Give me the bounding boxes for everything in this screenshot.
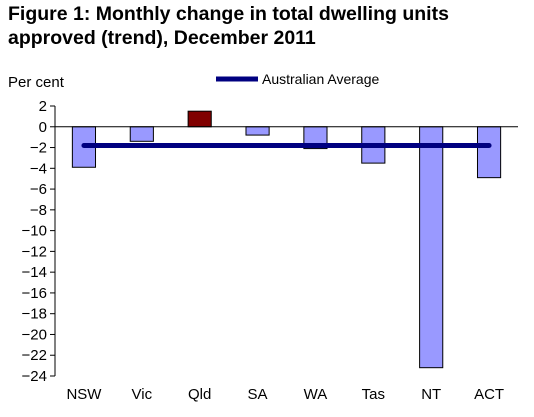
bar-sa	[245, 126, 270, 136]
y-tick-label: −12	[22, 243, 47, 260]
y-tick-label: −14	[22, 264, 47, 281]
axis-lines	[54, 106, 518, 376]
bar-nt	[419, 126, 444, 369]
chart-title: Figure 1: Monthly change in total dwelli…	[8, 3, 449, 49]
y-tick-label: −18	[22, 306, 47, 323]
y-tick-label: −22	[22, 347, 47, 364]
x-tick-label-vic: Vic	[132, 386, 153, 403]
y-tick-label: −20	[22, 326, 47, 343]
bar-qld	[187, 110, 212, 128]
y-tick-label: 0	[39, 119, 47, 136]
y-tick-label: −6	[30, 181, 47, 198]
x-tick-label-wa: WA	[304, 386, 328, 403]
y-tick-label: 2	[39, 98, 47, 115]
x-tick-label-nsw: NSW	[66, 386, 102, 403]
bar-vic	[129, 126, 154, 142]
x-tick-label-act: ACT	[474, 386, 504, 403]
x-tick-label-sa: SA	[248, 386, 268, 403]
y-tick-label: −8	[30, 202, 47, 219]
y-tick-label: −2	[30, 140, 47, 157]
legend: Australian Average	[216, 71, 379, 87]
bars	[71, 110, 502, 369]
y-tick-label: −4	[30, 160, 47, 177]
y-tick-label: −10	[22, 223, 47, 240]
legend-label-average: Australian Average	[262, 71, 379, 87]
y-axis-title: Per cent	[8, 74, 65, 91]
y-tick-label: −24	[22, 368, 47, 385]
x-tick-label-nt: NT	[421, 386, 441, 403]
y-tick-label: −16	[22, 285, 47, 302]
x-tick-label-qld: Qld	[188, 386, 211, 403]
y-axis: 2 0 −2 −4 −6 −8 −10 −12 −14 −16 −18 −20 −22 −24	[22, 98, 55, 385]
bar-act	[476, 126, 502, 179]
x-tick-label-tas: Tas	[362, 386, 385, 403]
x-axis: NSW Vic Qld SA WA Tas NT ACT	[66, 386, 504, 403]
